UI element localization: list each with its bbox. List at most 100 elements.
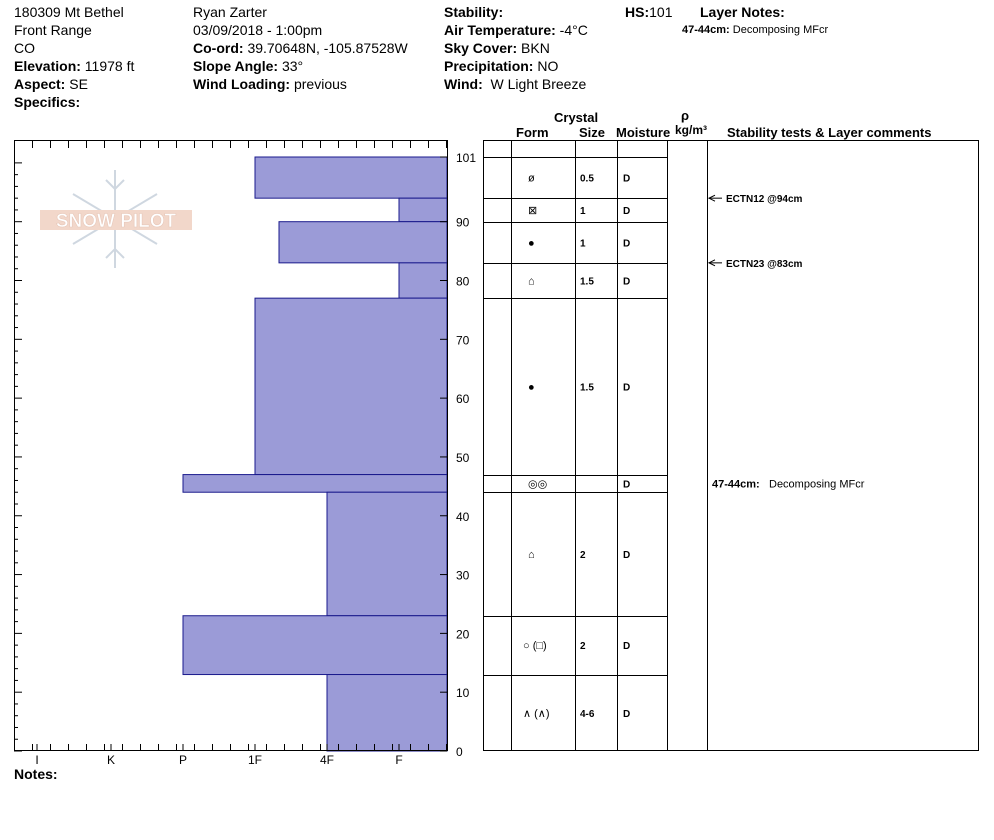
y-tick-label: 40 — [456, 510, 470, 524]
notes-label: Notes: — [14, 766, 58, 782]
wind-loading-value: previous — [293, 76, 347, 92]
layer-moisture: D — [623, 206, 630, 217]
rho-header: ρ — [681, 108, 690, 123]
hardness-bar — [326, 491, 448, 617]
crystal-form-icon: ∧ (∧) — [523, 708, 550, 720]
stability-label: Stability: — [444, 4, 504, 20]
hs-value: 101 — [649, 4, 673, 20]
datetime: 03/09/2018 - 1:00pm — [193, 22, 323, 38]
state: CO — [14, 40, 35, 56]
x-tick-label: 4F — [320, 753, 334, 767]
crystal-form-icon: ⌂ — [528, 276, 535, 288]
arrow-head-icon — [707, 194, 716, 202]
hardness-bar — [182, 474, 448, 493]
hardness-bar — [326, 674, 448, 752]
sky-value: BKN — [521, 40, 550, 56]
y-tick-label: 50 — [456, 451, 470, 465]
crystal-form-icon: ● — [528, 237, 535, 249]
y-tick-label: 90 — [456, 216, 470, 230]
x-tick-label: K — [107, 753, 115, 767]
sky-label: Sky Cover: — [444, 40, 518, 56]
slope-angle: Slope Angle: 33° — [193, 57, 303, 75]
hardness-bar — [254, 297, 448, 476]
watermark-text: SNOW PILOT — [56, 211, 177, 232]
crystal-form-icon: ⌂ — [528, 549, 535, 561]
x-tick-label: 1F — [248, 753, 262, 767]
wind-value: W Light Breeze — [490, 76, 587, 92]
crystal-size: 1 — [580, 206, 586, 217]
air-temp-label: Air Temperature: — [444, 22, 556, 38]
layer-comment-text: Decomposing MFcr — [769, 478, 865, 490]
layer-comment-range: 47-44cm: — [712, 478, 760, 490]
coordinates: Co-ord: 39.70648N, -105.87528W — [193, 39, 408, 57]
crystal-size: 1 — [580, 238, 586, 249]
crystal-form-icon: ø — [528, 173, 535, 185]
crystal-size: 1.5 — [580, 277, 594, 288]
layer-moisture: D — [623, 174, 630, 185]
aspect-label: Aspect: — [14, 76, 66, 92]
hs: HS:101 — [625, 3, 672, 21]
hardness-bar — [398, 262, 448, 299]
size-header: Size — [579, 125, 606, 140]
layer-moisture: D — [623, 479, 630, 490]
slope-label: Slope Angle: — [193, 58, 279, 74]
wind-loading-label: Wind Loading: — [193, 76, 291, 92]
elevation-label: Elevation: — [14, 58, 81, 74]
crystal-form-icon: ○ (□) — [523, 640, 547, 652]
coord-value: 39.70648N, -105.87528W — [247, 40, 408, 56]
precipitation: Precipitation: NO — [444, 57, 558, 75]
stability-test-label: ECTN12 @94cm — [726, 194, 803, 205]
form-header: Form — [516, 125, 549, 140]
elevation-value: 11978 ft — [84, 58, 135, 74]
y-tick-label: 10 — [456, 686, 470, 700]
layer-moisture: D — [623, 709, 630, 720]
snowpilot-watermark: SNOW PILOT — [40, 170, 192, 268]
crystal-form-icon: ⊠ — [528, 205, 537, 217]
wind: Wind: W Light Breeze — [444, 75, 586, 93]
layer-table-frame — [483, 140, 979, 751]
density-unit-header: kg/m³ — [675, 123, 708, 137]
y-tick-label: 80 — [456, 275, 470, 289]
layer-moisture: D — [623, 238, 630, 249]
layer-moisture: D — [623, 382, 630, 393]
site-name: 180309 Mt Bethel — [14, 4, 124, 20]
layer-moisture: D — [623, 277, 630, 288]
crystal-size: 0.5 — [580, 174, 594, 185]
precip-value: NO — [537, 58, 559, 74]
layer-moisture: D — [623, 641, 630, 652]
x-tick-label: P — [179, 753, 187, 767]
elevation: Elevation: 11978 ft — [14, 57, 134, 75]
layer-moisture: D — [623, 550, 630, 561]
crystal-size: 1.5 — [580, 382, 594, 393]
layer-note-text: Decomposing MFcr — [732, 24, 829, 36]
crystal-size: 2 — [580, 550, 586, 561]
layer-note-range: 47-44cm: — [682, 24, 730, 36]
air-temperature: Air Temperature: -4°C — [444, 21, 588, 39]
precip-label: Precipitation: — [444, 58, 534, 74]
y-tick-label: 0 — [456, 745, 463, 759]
x-tick-label: I — [35, 753, 38, 767]
hardness-bar — [254, 156, 448, 199]
slope-value: 33° — [281, 58, 304, 74]
air-temp-value: -4°C — [559, 22, 588, 38]
crystal-form-icon: ◎◎ — [528, 478, 547, 490]
observer: Ryan Zarter — [193, 4, 267, 20]
hs-label: HS: — [625, 4, 650, 20]
sky-cover: Sky Cover: BKN — [444, 39, 550, 57]
layer-note: 47-44cm: Decomposing MFcr — [682, 24, 828, 37]
y-tick-label: 30 — [456, 569, 470, 583]
layer-notes-label: Layer Notes: — [700, 4, 785, 20]
moisture-header: Moisture — [616, 125, 671, 140]
arrow-head-icon — [707, 259, 716, 267]
crystal-size: 2 — [580, 641, 586, 652]
coord-label: Co-ord: — [193, 40, 244, 56]
specifics-label: Specifics: — [14, 94, 81, 110]
wind-loading: Wind Loading: previous — [193, 75, 347, 93]
aspect-value: SE — [69, 76, 88, 92]
crystal-size: 4-6 — [580, 709, 595, 720]
watermark-band — [40, 210, 192, 230]
crystal-header: Crystal — [554, 110, 599, 125]
hardness-bar — [278, 221, 448, 264]
y-tick-label: 70 — [456, 333, 470, 347]
